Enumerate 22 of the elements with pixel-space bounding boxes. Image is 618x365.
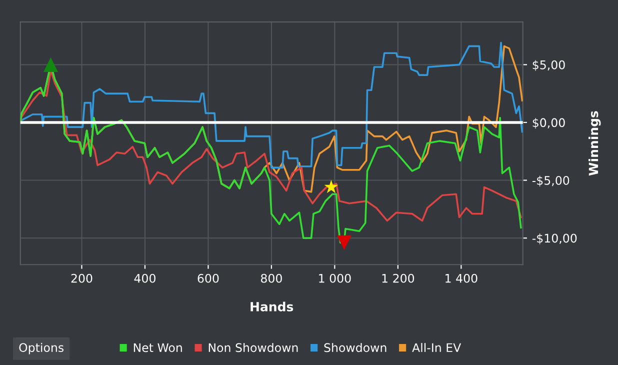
y-axis-title: Winnings (588, 111, 601, 176)
point (43, 57, 58, 72)
legend-label: Net Won (134, 343, 182, 352)
line-series (20, 42, 523, 168)
legend-label: All-In EV (412, 342, 462, 352)
y-tick-label: -$10,00 (532, 234, 577, 244)
y-tick-label: $5,00 (532, 60, 565, 71)
y-tick-label: $0,00 (532, 118, 565, 129)
legend-label: Non Showdown (208, 342, 298, 352)
x-tick-label: 200 (71, 274, 92, 283)
x-tick-label: 800 (260, 274, 282, 283)
text: Options (19, 342, 64, 354)
x-axis-title: Hands (250, 302, 294, 312)
legend-label: Showdown (324, 342, 386, 352)
point (336, 235, 352, 250)
point (324, 180, 338, 194)
x-tick-label: 1 200 (382, 274, 414, 283)
x-tick-label: 1 000 (319, 274, 351, 283)
y-tick-label: -$5,00 (532, 176, 570, 186)
x-tick-label: 400 (134, 274, 156, 283)
x-tick-label: 1 400 (446, 274, 478, 283)
x-tick-label: 600 (198, 274, 219, 283)
